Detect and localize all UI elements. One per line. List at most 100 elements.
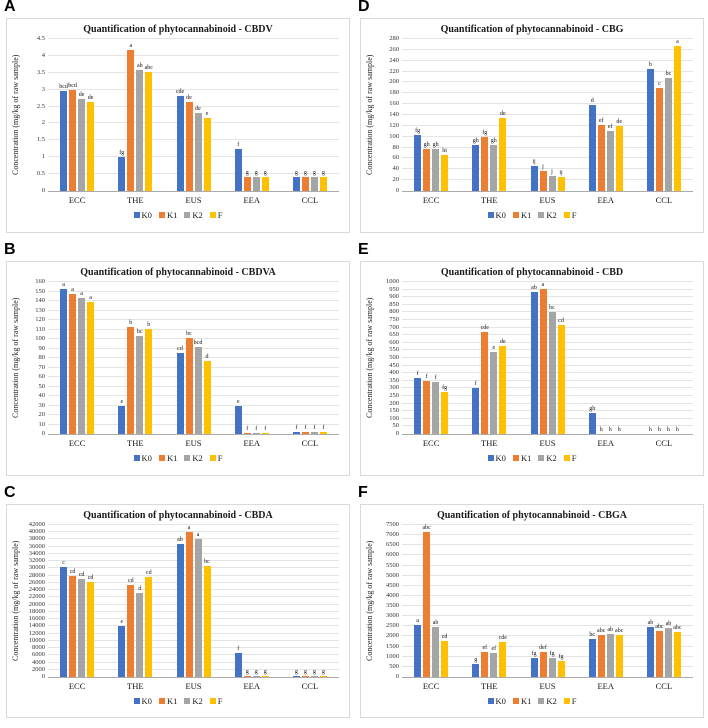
y-tick-label: 800	[389, 308, 399, 316]
legend-item-k2: K2	[538, 210, 557, 220]
bar-f-ccl: g	[319, 39, 327, 191]
bar-k1-ecc: f	[423, 282, 431, 434]
significance-label: f	[237, 646, 240, 653]
gridline	[48, 639, 339, 641]
bar	[414, 134, 422, 191]
bar-k0-ecc: a	[414, 525, 422, 677]
bar-k1-ecc: a	[69, 282, 77, 434]
bar-f-ecc: fg	[441, 282, 449, 434]
y-tick-label: 5000	[386, 571, 399, 579]
legend-swatch-icon	[209, 212, 216, 218]
gridline	[402, 544, 693, 546]
bar	[136, 336, 144, 434]
y-tick-label: 750	[389, 316, 399, 323]
significance-label: a	[89, 294, 92, 301]
gridline	[402, 379, 693, 381]
bar-group-eus: ab a a bc	[164, 525, 222, 677]
bar-k2-eus: j	[548, 39, 556, 191]
bar-k0-the: e	[118, 525, 126, 677]
significance-label: f	[313, 425, 316, 432]
bar-k0-eea: d	[588, 39, 596, 191]
y-tick-label: 0	[41, 430, 45, 437]
bar-k1-ccl: g	[301, 39, 309, 191]
y-tick-label: 950	[389, 285, 399, 293]
plot-area: 0 20 40 60 80 100 120 140 160 180 200 220 240 260 280 f…	[376, 35, 693, 205]
bar	[664, 78, 672, 191]
gridline	[402, 594, 693, 596]
bar	[655, 631, 663, 677]
significance-label: g	[294, 170, 298, 177]
significance-label: a	[196, 532, 200, 539]
y-tick-label: 42000	[28, 521, 45, 528]
x-category-label: CCL	[301, 681, 319, 691]
bar	[423, 532, 431, 677]
gridline	[402, 81, 693, 83]
bar-f-the: abc	[145, 39, 153, 191]
gridline	[48, 366, 339, 368]
y-tick-label: 10	[38, 420, 46, 428]
significance-label: de	[195, 106, 201, 113]
legend-label: F	[217, 696, 223, 706]
gridline	[48, 545, 339, 547]
bar	[441, 392, 449, 434]
y-tick-label: 1.5	[36, 136, 45, 144]
significance-label: cd	[127, 578, 134, 585]
y-tick-label: 16000	[28, 615, 45, 623]
y-tick-label: 4500	[386, 581, 399, 589]
y-tick-label: 2500	[386, 622, 399, 630]
legend-swatch-icon	[563, 212, 570, 218]
x-category-label: EEA	[597, 438, 614, 448]
bar-group-ecc: fg gh gh hi	[402, 39, 460, 191]
bar	[234, 406, 242, 434]
significance-label: bcd	[193, 339, 203, 346]
bar-k1-ecc: gh	[423, 39, 431, 191]
gridline	[48, 385, 339, 387]
significance-label: f	[425, 373, 428, 380]
y-tick-label: 7500	[386, 521, 399, 528]
y-tick-label: 20	[392, 176, 400, 184]
y-tick-label: 20000	[28, 600, 45, 608]
bar-k1-the: a	[127, 39, 135, 191]
y-tick-label: 850	[389, 300, 399, 308]
plot-area: 0 0.5 1 1.5 2 2.5 3 3.5 4 4.5 bcd bcd de de fg a ab abc cd…	[22, 35, 339, 205]
bar-f-eus: d	[203, 282, 211, 434]
x-category-label: THE	[127, 438, 144, 448]
bar-f-eea: h	[616, 282, 623, 434]
significance-label: f	[237, 142, 240, 149]
bar-group-ecc: f f f fg	[402, 282, 460, 434]
panel-b: B Quantification of phytocannabinoid - C…	[0, 241, 354, 486]
y-tick-label: 240	[389, 56, 399, 64]
bar-group-eus: cde de de e	[164, 39, 222, 191]
significance-label: g	[245, 669, 249, 676]
gridline	[402, 524, 693, 525]
bar	[292, 676, 300, 677]
x-category-label: THE	[127, 195, 144, 205]
significance-label: ab	[136, 63, 143, 70]
significance-label: de	[186, 94, 192, 101]
significance-label: ef	[607, 123, 613, 130]
bar	[646, 69, 654, 191]
legend-label: K1	[520, 210, 532, 220]
significance-label: d	[138, 585, 142, 592]
bar	[136, 70, 144, 191]
x-category-label: EUS	[185, 681, 202, 691]
x-category-label: EUS	[539, 681, 556, 691]
gridline	[48, 560, 339, 562]
bar-k0-eus: cde	[176, 39, 184, 191]
bar-k0-the: g	[472, 525, 480, 677]
bar	[118, 625, 126, 677]
legend-item-k1: K1	[512, 210, 532, 220]
significance-label: bc	[549, 305, 555, 312]
legend-swatch-icon	[209, 698, 216, 704]
bar	[414, 624, 422, 677]
x-category-label: EUS	[185, 195, 202, 205]
gridline	[402, 425, 693, 427]
significance-label: a	[541, 282, 545, 288]
gridline	[48, 668, 339, 670]
bar-k2-eea: ab	[606, 525, 614, 677]
y-tick-label: 550	[389, 346, 399, 354]
gridline	[402, 410, 693, 412]
bar-k2-ccl: f	[310, 282, 318, 434]
y-axis-ticks: 0 2000 4000 6000 8000 10000 12000 14000 16000 180…	[22, 521, 48, 680]
